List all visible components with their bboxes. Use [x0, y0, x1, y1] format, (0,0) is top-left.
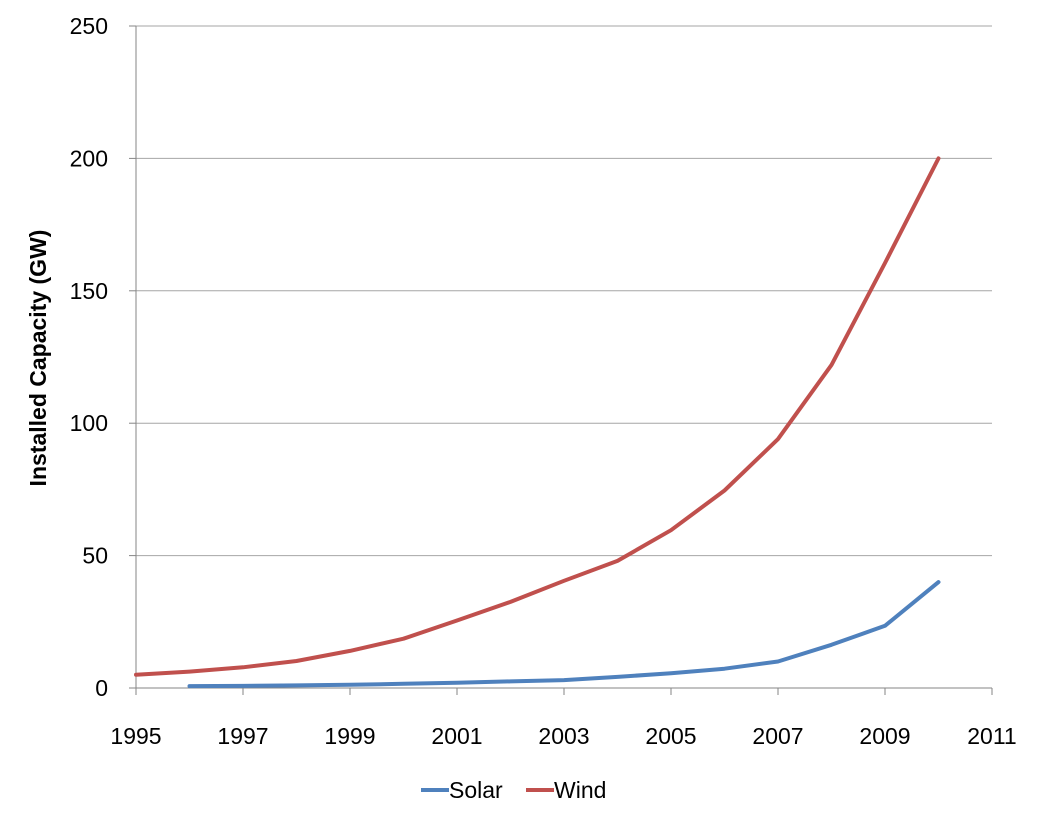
x-tick-label-6: 2007	[752, 723, 803, 749]
series-lines	[134, 156, 941, 689]
x-tick-label-8: 2011	[967, 723, 1016, 749]
axes	[129, 25, 993, 695]
y-tick-label-2: 100	[70, 410, 108, 436]
x-tick-label-1: 1997	[217, 723, 268, 749]
legend-label-wind: Wind	[554, 777, 606, 803]
y-tick-label-3: 150	[70, 278, 108, 304]
y-tick-labels: 0 50 100 150 200 250	[70, 13, 108, 701]
x-tick-label-3: 2001	[431, 723, 482, 749]
legend: Solar Wind	[421, 777, 606, 803]
series-line-solar	[187, 580, 941, 689]
y-tick-label-4: 200	[70, 145, 108, 171]
x-tick-label-2: 1999	[324, 723, 375, 749]
gridlines	[136, 25, 992, 557]
series-line-wind	[134, 156, 941, 677]
x-tick-label-4: 2003	[538, 723, 589, 749]
y-axis-title: Installed Capacity (GW)	[25, 230, 51, 487]
y-tick-label-5: 250	[70, 13, 108, 39]
x-tick-labels: 1995 1997 1999 2001 2003 2005 2007 2009 2011	[110, 723, 1016, 749]
y-tick-label-0: 0	[95, 675, 108, 701]
y-tick-label-1: 50	[82, 543, 108, 569]
x-tick-label-7: 2009	[859, 723, 910, 749]
x-tick-label-5: 2005	[645, 723, 696, 749]
legend-label-solar: Solar	[449, 777, 503, 803]
x-tick-label-0: 1995	[110, 723, 161, 749]
